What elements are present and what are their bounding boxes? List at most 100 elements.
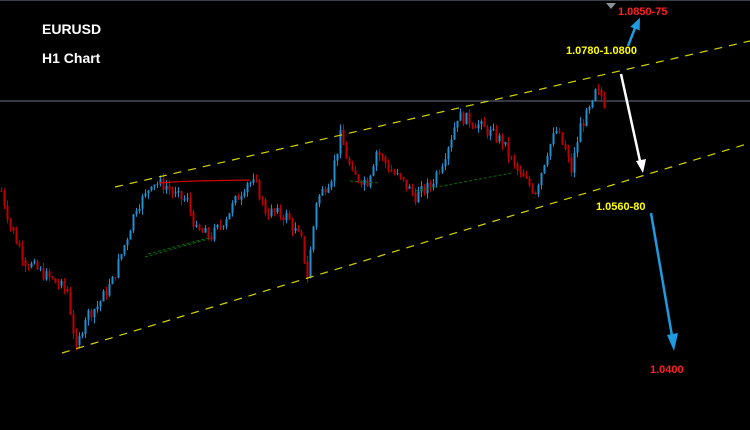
candle-body xyxy=(528,178,531,186)
candle-body xyxy=(564,144,567,150)
candle-body xyxy=(186,197,189,200)
candle-body xyxy=(546,156,549,166)
candle-body xyxy=(408,186,411,189)
candles xyxy=(0,84,606,351)
candle-body xyxy=(432,183,435,187)
candle-body xyxy=(69,291,72,315)
candle-body xyxy=(507,142,510,157)
candle-body xyxy=(447,147,450,160)
candle-body xyxy=(579,123,582,143)
candle-body xyxy=(243,192,246,196)
candle-body xyxy=(288,212,291,220)
candle-body xyxy=(120,254,123,259)
candle-body xyxy=(399,173,402,177)
candle-body xyxy=(333,160,336,182)
candle-body xyxy=(309,249,312,279)
candle-body xyxy=(111,276,114,285)
candle-body xyxy=(573,152,576,173)
candle-body xyxy=(357,174,360,182)
candle-body xyxy=(123,245,126,255)
green-trend-line-3 xyxy=(414,172,513,192)
candle-body xyxy=(570,157,573,173)
candle-body xyxy=(252,179,255,183)
candle-body xyxy=(48,271,51,277)
candle-body xyxy=(588,107,591,110)
candle-body xyxy=(552,133,555,145)
candle-body xyxy=(264,199,267,214)
candle-body xyxy=(354,170,357,175)
candle-body xyxy=(63,280,66,289)
candle-body xyxy=(93,309,96,318)
candle-body xyxy=(348,158,351,165)
candle-body xyxy=(207,228,210,237)
candle-body xyxy=(582,123,585,127)
candle-body xyxy=(102,290,105,302)
candle-body xyxy=(324,189,327,193)
candle-body xyxy=(90,310,93,318)
candle-body xyxy=(381,155,384,157)
candle-body xyxy=(3,191,6,206)
candle-body xyxy=(456,120,459,128)
candle-body xyxy=(585,109,588,127)
candle-body xyxy=(534,192,537,195)
resistance-label: 1.0780-1.0800 xyxy=(566,45,637,57)
candle-body xyxy=(540,173,543,186)
candle-body xyxy=(249,182,252,184)
candle-body xyxy=(198,224,201,230)
candle-body xyxy=(501,135,504,145)
candle-body xyxy=(297,227,300,232)
candle-body xyxy=(144,193,147,197)
candle-body xyxy=(210,236,213,240)
candle-body xyxy=(393,171,396,174)
candle-body xyxy=(87,310,90,320)
candle-body xyxy=(114,276,117,278)
candle-body xyxy=(105,290,108,296)
candle-body xyxy=(258,180,261,200)
candle-body xyxy=(321,189,324,196)
candle-body xyxy=(459,112,462,121)
candle-body xyxy=(303,236,306,262)
candle-body xyxy=(312,226,315,250)
candle-body xyxy=(282,216,285,221)
candle-body xyxy=(483,121,486,127)
red-resistance-line xyxy=(159,179,251,184)
candle-body xyxy=(441,166,444,173)
candle-body xyxy=(531,185,534,193)
candle-body xyxy=(60,280,63,286)
candle-body xyxy=(405,179,408,189)
candle-body xyxy=(339,129,342,154)
white-down-arrow-icon xyxy=(619,73,646,173)
candle-body xyxy=(177,191,180,193)
candle-body xyxy=(561,132,564,145)
candle-body xyxy=(498,135,501,142)
candle-body xyxy=(366,179,369,187)
candle-body xyxy=(591,100,594,108)
candle-body xyxy=(183,199,186,201)
candle-body xyxy=(363,179,366,185)
green-trend-line-1 xyxy=(144,237,213,258)
candle-body xyxy=(510,156,513,158)
candle-body xyxy=(96,306,99,310)
candle-body xyxy=(345,145,348,159)
candle-body xyxy=(225,219,228,227)
candle-body xyxy=(411,186,414,193)
candle-body xyxy=(306,261,309,279)
candle-body xyxy=(543,165,546,174)
candle-body xyxy=(81,333,84,337)
candle-body xyxy=(576,142,579,153)
candle-body xyxy=(132,214,135,231)
candle-body xyxy=(21,246,24,260)
candle-body xyxy=(426,182,429,194)
candle-body xyxy=(195,224,198,227)
candle-body xyxy=(30,263,33,268)
candle-body xyxy=(423,186,426,194)
candle-body xyxy=(222,226,225,228)
candle-body xyxy=(84,319,87,334)
candle-body xyxy=(36,261,39,270)
candle-body xyxy=(216,225,219,228)
candle-body xyxy=(78,336,81,345)
candle-body xyxy=(486,126,489,136)
candle-body xyxy=(12,226,15,231)
candle-body xyxy=(276,207,279,213)
